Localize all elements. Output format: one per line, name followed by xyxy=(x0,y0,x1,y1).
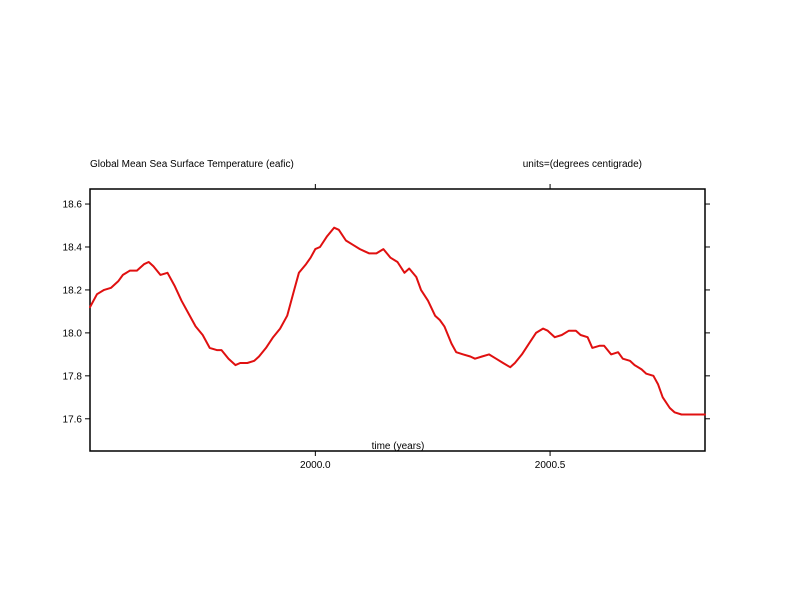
x-axis: 2000.0 2000.5 xyxy=(300,184,566,471)
y-tick-label: 18.0 xyxy=(63,328,83,339)
y-tick-label: 17.6 xyxy=(63,414,83,425)
x-tick-label: 2000.0 xyxy=(300,460,331,471)
y-tick-label: 18.4 xyxy=(63,242,83,253)
y-tick-label: 18.2 xyxy=(63,285,83,296)
chart-title: Global Mean Sea Surface Temperature (eaf… xyxy=(90,159,294,170)
y-axis: 17.6 17.8 18.0 18.2 18.4 18.6 xyxy=(63,200,710,425)
y-tick-label: 17.8 xyxy=(63,371,83,382)
series-layer xyxy=(89,226,706,416)
units-label: units=(degrees centigrade) xyxy=(523,159,642,170)
y-tick-label: 18.6 xyxy=(63,200,83,211)
plot-frame xyxy=(89,188,706,452)
series-line xyxy=(89,226,706,416)
x-axis-label: time (years) xyxy=(372,441,425,452)
x-tick-label: 2000.5 xyxy=(535,460,566,471)
